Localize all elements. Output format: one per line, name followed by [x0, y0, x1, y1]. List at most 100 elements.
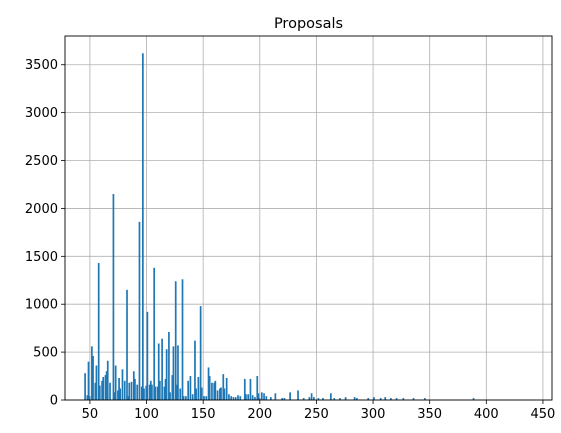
histogram-bar	[121, 369, 124, 400]
y-tick-label: 3000	[25, 106, 58, 121]
histogram-bar	[153, 267, 156, 400]
histogram-bar	[102, 377, 105, 400]
histogram-bar	[175, 384, 178, 400]
histogram-bar	[274, 393, 277, 400]
y-tick-label: 500	[33, 346, 58, 361]
histogram-bar	[243, 378, 246, 400]
histogram-bar	[379, 398, 382, 400]
histogram-bar	[172, 346, 175, 400]
histogram-bar	[289, 392, 291, 400]
histogram-bar	[197, 377, 200, 400]
histogram-bar	[239, 396, 242, 400]
histogram-bar	[395, 398, 398, 400]
histogram-bar	[232, 397, 235, 400]
histogram-bar	[390, 398, 392, 400]
histogram-bar	[106, 360, 109, 400]
histogram-bar	[157, 343, 160, 400]
histogram-bar	[128, 382, 131, 400]
histogram-bar	[94, 382, 97, 400]
y-tick-label: 1500	[25, 250, 58, 265]
histogram-bar	[203, 396, 205, 400]
x-tick-label: 250	[304, 407, 329, 422]
x-tick-label: 200	[247, 407, 272, 422]
histogram-bar	[154, 386, 157, 400]
histogram-bar	[127, 396, 129, 400]
histogram-bar	[195, 388, 197, 400]
histogram-bar	[156, 386, 159, 400]
histogram-bar	[142, 53, 144, 401]
histogram-bar	[254, 397, 256, 400]
histogram-bar	[199, 306, 202, 400]
histogram-bar	[171, 375, 174, 400]
histogram-bar	[472, 398, 475, 400]
histogram-bar	[257, 393, 260, 400]
histogram-bar	[84, 373, 86, 400]
histogram-bar	[114, 365, 117, 400]
histogram-bar	[412, 398, 415, 400]
x-tick-label: 150	[191, 407, 216, 422]
histogram-bar	[92, 355, 94, 400]
histogram-bar	[223, 388, 226, 400]
histogram-bar	[136, 384, 139, 400]
histogram-bar	[353, 397, 356, 400]
histogram-bar	[185, 396, 187, 400]
histogram-bar	[164, 378, 167, 400]
histogram-bar	[88, 396, 91, 400]
histogram-bar	[317, 398, 320, 400]
histogram-bar	[265, 396, 268, 400]
histogram-bar	[151, 384, 153, 400]
histogram-bar	[402, 398, 405, 400]
histogram-bar	[230, 396, 233, 400]
histogram-bar	[194, 340, 196, 400]
histogram-bar	[112, 194, 115, 400]
histogram-bar	[424, 398, 426, 400]
x-tick-label: 450	[531, 407, 556, 422]
histogram-bar	[310, 393, 313, 400]
histogram-bar	[302, 398, 305, 400]
histogram-bar	[159, 380, 161, 400]
histogram-bar	[216, 390, 219, 400]
histogram-bar	[213, 382, 216, 400]
histogram-bar	[109, 382, 111, 400]
histogram-bar	[214, 380, 217, 400]
y-tick-label: 2000	[25, 202, 58, 217]
histogram-bar	[373, 397, 375, 400]
histogram-bar	[97, 263, 100, 400]
histogram-bar	[207, 367, 210, 400]
histogram-bar	[333, 398, 336, 400]
histogram-bar	[258, 398, 261, 400]
histogram-bar	[138, 221, 141, 400]
y-tick-label: 3500	[25, 58, 58, 73]
histogram-bar	[130, 381, 133, 400]
histogram-bar	[256, 376, 259, 400]
histogram-bar	[283, 398, 286, 400]
histogram-bar	[126, 289, 128, 400]
histogram-bar	[163, 386, 166, 400]
histogram-bar	[384, 397, 387, 400]
histogram-bar	[123, 380, 126, 400]
histogram-bar	[234, 397, 237, 400]
y-tick-label: 2500	[25, 154, 58, 169]
histogram-bar	[251, 395, 254, 400]
histogram-bar	[169, 392, 171, 400]
histogram-bar	[182, 396, 185, 400]
y-tick-label: 1000	[25, 298, 58, 313]
histogram-bar	[140, 386, 143, 400]
histogram-bar	[249, 378, 252, 400]
histogram-bar	[208, 376, 211, 400]
histogram-bar	[225, 377, 228, 400]
histogram-bar	[148, 384, 151, 400]
histogram-bar	[339, 398, 341, 400]
histogram-bar	[187, 380, 190, 400]
histogram-bar	[313, 397, 315, 400]
histogram-bar	[104, 375, 107, 400]
histogram-bar	[105, 371, 108, 400]
histogram-bar	[87, 361, 90, 400]
x-tick-label: 50	[82, 407, 99, 422]
histogram-bar	[200, 387, 203, 400]
histogram-bar	[330, 393, 332, 400]
histogram-bar	[145, 385, 148, 400]
histogram-bar	[205, 396, 208, 400]
histogram-bar	[322, 398, 324, 400]
